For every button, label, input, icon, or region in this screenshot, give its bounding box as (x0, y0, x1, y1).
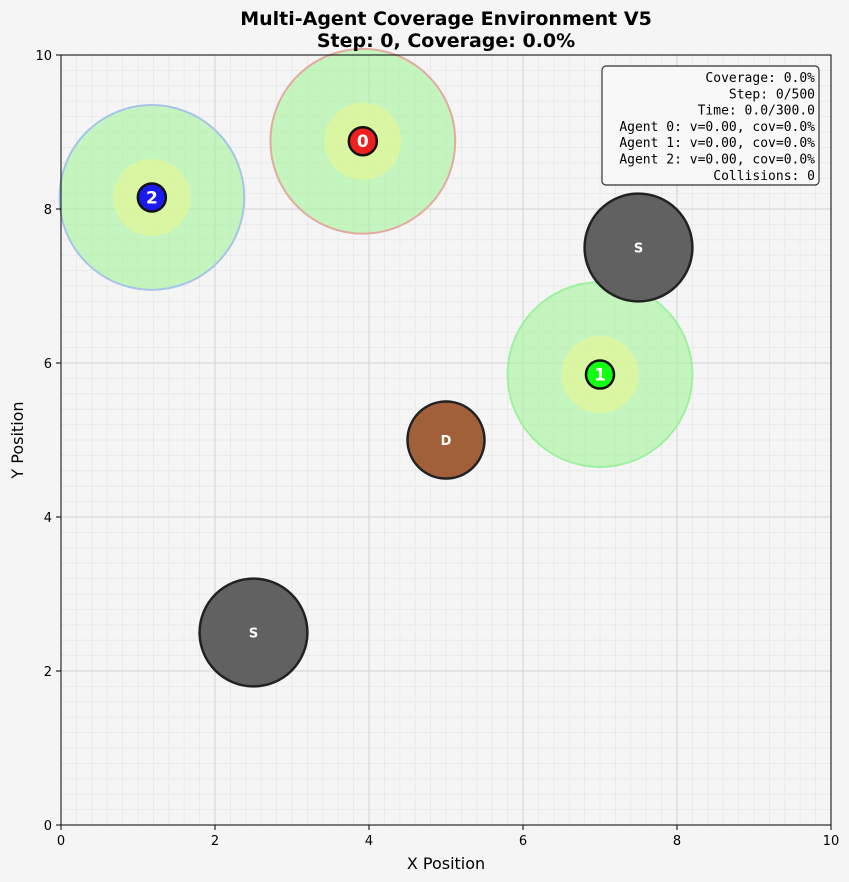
x-tick-label: 0 (57, 834, 65, 849)
info-line: Agent 2: v=0.00, cov=0.0% (619, 153, 815, 168)
info-box: Coverage: 0.0%Step: 0/500 Time: 0.0/300.0… (601, 65, 820, 186)
agent-2-marker (136, 182, 168, 213)
obstacle-s-1 (198, 577, 309, 688)
obstacle-d-2 (406, 400, 486, 480)
agent-2-label: 2 (146, 188, 158, 208)
agent-1-marker (584, 359, 616, 390)
info-line: Agent 1: v=0.00, cov=0.0% (619, 136, 815, 151)
agent-0-marker (347, 125, 379, 157)
obstacle-label: D (441, 434, 452, 449)
y-tick-label: 0 (44, 819, 52, 834)
y-axis-label: Y Position (8, 401, 27, 479)
obstacle-s-0 (583, 192, 694, 303)
x-tick-label: 8 (673, 834, 681, 849)
obstacle-label: S (634, 242, 643, 257)
y-tick-label: 2 (44, 665, 52, 680)
x-tick-label: 10 (823, 834, 840, 849)
plot-frame (60, 54, 832, 826)
info-line: Time: 0.0/300.0 (698, 104, 815, 119)
info-line: Coverage: 0.0% (705, 71, 815, 86)
x-axis-ticks: 0 2 4 6 8 10 (57, 825, 839, 849)
obstacles: S S D (198, 192, 694, 688)
x-tick-label: 4 (365, 834, 373, 849)
y-tick-label: 4 (44, 511, 52, 526)
y-tick-label: 6 (44, 357, 52, 372)
x-tick-label: 6 (519, 834, 527, 849)
chart-title-line-1: Multi-Agent Coverage Environment V5 (240, 8, 652, 30)
info-box-frame (601, 65, 820, 186)
y-tick-label: 8 (44, 203, 52, 218)
x-axis-label: X Position (407, 854, 485, 873)
obstacle-label: S (249, 627, 258, 642)
agent-0-label: 0 (357, 132, 369, 152)
agents: 0 1 2 (136, 125, 616, 390)
y-tick-label: 10 (35, 49, 52, 64)
info-line: Step: 0/500 (729, 87, 815, 102)
y-axis-ticks: 0 2 4 6 8 10 (35, 49, 61, 834)
info-line: Collisions: 0 (713, 169, 815, 184)
agent-1-label: 1 (594, 366, 606, 386)
x-tick-label: 2 (211, 834, 219, 849)
chart-title-line-2: Step: 0, Coverage: 0.0% (317, 30, 575, 52)
info-line: Agent 0: v=0.00, cov=0.0% (619, 120, 815, 135)
